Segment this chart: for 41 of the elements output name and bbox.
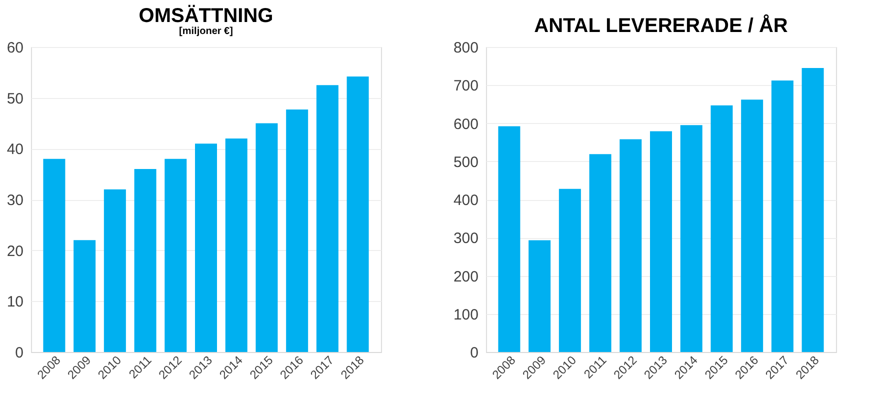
y-tick-label: 700 [453,78,478,95]
y-tick-label: 20 [6,242,24,260]
bar [528,240,551,352]
bar [74,240,96,352]
bar [680,125,702,352]
bar [589,154,612,352]
bar [225,138,248,352]
y-tick-label: 60 [6,40,24,56]
y-tick-label: 100 [453,306,478,324]
bar [741,100,764,352]
bar [558,188,581,352]
y-tick-label: 30 [6,192,24,209]
y-tick-label: 40 [6,141,24,158]
bar [134,169,156,352]
y-tick-label: 0 [470,344,478,362]
chart-subtitle: [miljoner €] [179,26,233,37]
bar [256,123,278,352]
y-tick-label: 50 [6,90,24,108]
chart-title: OMSÄTTNING [138,4,274,27]
bar [620,139,642,352]
bar [316,85,338,352]
bar [710,105,733,352]
bar [286,110,308,352]
bar [43,158,66,352]
y-tick-label: 800 [453,40,478,56]
bar [346,76,369,352]
bar [771,80,794,352]
bar [650,131,672,352]
y-tick-label: 400 [453,192,478,209]
bar [498,126,520,352]
y-tick-label: 600 [453,116,478,133]
bar [802,68,824,352]
chart-title: ANTAL LEVERERADE / ÅR [534,14,788,37]
y-tick-label: 300 [453,230,478,248]
bar [104,189,126,352]
y-tick-label: 10 [6,294,24,311]
y-tick-label: 0 [15,344,24,362]
y-tick-label: 500 [453,154,478,171]
bar [164,158,187,352]
y-tick-label: 200 [453,268,478,286]
bar [195,144,217,352]
